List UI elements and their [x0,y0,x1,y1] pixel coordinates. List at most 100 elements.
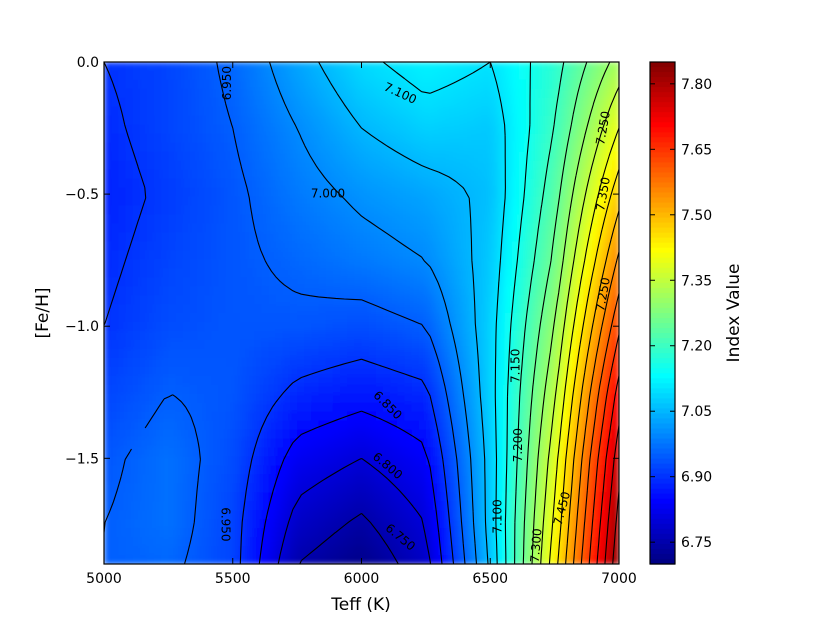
heat-cell [382,411,391,422]
heat-cell [154,313,162,323]
heat-cell [347,142,355,153]
heat-cell [518,97,527,108]
heat-cell [261,160,270,171]
heat-cell [611,205,619,215]
heat-cell [247,133,255,144]
heat-cell [375,142,384,153]
heat-cell [547,321,556,332]
heat-cell [161,330,169,341]
heat-cell [468,250,477,260]
heat-cell [146,115,155,126]
heat-cell [576,501,584,511]
heat-cell [526,456,534,466]
heat-cell [239,88,248,99]
heat-cell [239,268,248,278]
heat-cell [254,456,262,466]
heat-cell [247,447,255,458]
heat-cell [611,169,619,180]
heat-cell [289,321,298,332]
heat-cell [461,384,470,395]
heat-cell [325,321,334,332]
heat-cell [247,348,255,359]
heat-cell [247,268,255,278]
heat-cell [268,286,277,296]
heat-cell [368,70,377,81]
heat-cell [475,348,484,359]
heat-cell [211,528,220,538]
heat-cell [382,286,391,296]
heat-cell [211,330,220,341]
heat-cell [526,313,534,323]
heat-cell [282,133,291,144]
heat-cell [111,214,119,224]
heat-cell [125,106,134,117]
heat-cell [497,339,506,350]
heat-cell [382,528,391,538]
heat-cell [304,348,313,359]
heat-cell [182,492,191,502]
colorbar-cell [650,553,675,560]
colorbar-cell [650,162,675,169]
heat-cell [325,223,334,233]
heat-cell [189,196,198,207]
heat-cell [304,402,313,413]
heat-cell [247,420,255,431]
heat-cell [247,124,255,135]
heat-cell [275,438,284,449]
colorbar-cell [650,92,675,98]
x-tick-label: 7000 [601,571,637,587]
heat-cell [325,169,334,180]
heat-cell [418,402,427,413]
heat-cell [289,187,298,198]
heat-cell [289,510,298,520]
heat-cell [590,357,599,368]
heat-cell [454,115,463,126]
heat-cell [182,330,191,341]
heat-cell [497,438,506,449]
heat-cell [597,555,606,564]
heat-cell [382,330,391,341]
heat-cell [111,151,119,162]
heat-cell [361,555,370,564]
heat-cell [425,70,434,81]
heat-cell [604,268,613,278]
heat-cell [332,474,341,484]
heat-cell [554,250,563,260]
contour-label: 7.350 [593,176,613,212]
heat-cell [218,555,227,564]
heat-cell [483,70,491,81]
heat-cell [168,169,177,180]
heat-cell [497,492,506,502]
heat-cell [440,546,448,556]
heat-cell [583,438,591,449]
heat-cell [182,519,191,529]
heat-cell [518,259,527,269]
heat-cell [161,483,169,493]
heat-cell [382,492,391,502]
colorbar-cell [650,373,675,379]
heat-cell [461,160,470,171]
heat-cell [568,537,577,547]
heat-cell [132,133,141,144]
heat-cell [275,286,284,296]
heat-cell [511,196,520,207]
colorbar-cell [650,102,675,108]
heat-cell [440,115,448,126]
heat-cell [397,169,406,180]
heat-cell [597,295,606,305]
heat-cell [325,250,334,260]
heat-cell [404,268,413,278]
heat-cell [182,214,191,224]
heat-cell [576,384,584,395]
heat-cell [425,474,434,484]
heat-cell [168,178,177,189]
heat-cell [540,259,549,269]
heat-cell [225,465,234,475]
heat-cell [447,474,456,484]
heat-cell [490,555,498,564]
heat-cell [146,187,155,198]
heat-cell [118,214,127,224]
heat-cell [347,456,355,466]
heat-cell [282,528,291,538]
heat-cell [533,393,541,404]
